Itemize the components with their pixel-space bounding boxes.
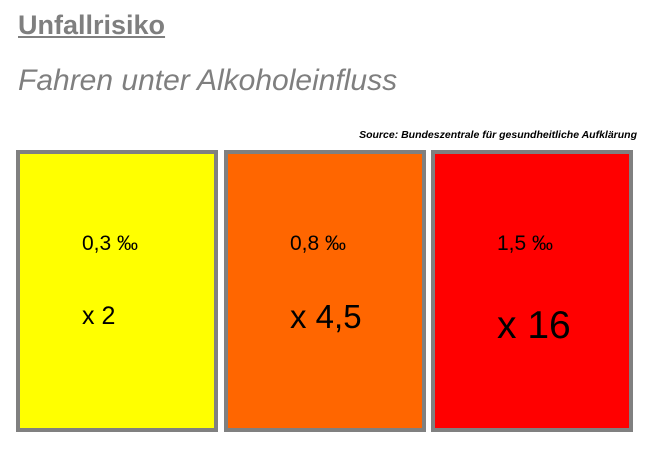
title: Unfallrisiko: [18, 10, 166, 40]
factor: x 4,5: [290, 298, 362, 335]
card: 1,5 ‰ x 16: [431, 150, 633, 432]
level: 0,3 ‰: [82, 232, 139, 255]
subtitle: Fahren unter Alkoholeinfluss: [18, 64, 398, 97]
source: Source: Bundeszentrale für gesundheitlic…: [359, 129, 637, 141]
factor: x 16: [497, 304, 571, 347]
level: 1,5 ‰: [497, 232, 554, 255]
factor: x 2: [82, 302, 116, 330]
card: 0,8 ‰ x 4,5: [224, 150, 426, 432]
card: 0,3 ‰ x 2: [16, 150, 218, 432]
level: 0,8 ‰: [290, 232, 347, 255]
